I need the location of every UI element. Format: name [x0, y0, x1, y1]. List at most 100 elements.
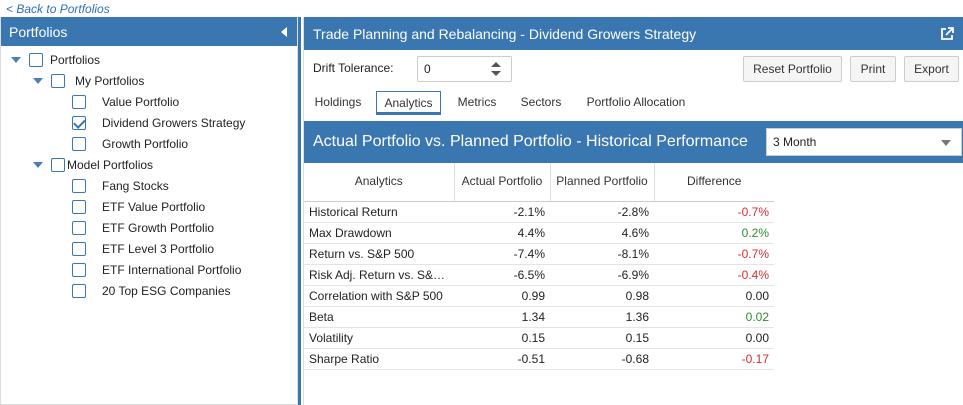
tree-node-value-portfolio[interactable]: Value Portfolio: [72, 91, 179, 112]
actual-value-cell: 0.99: [454, 285, 550, 307]
planned-value-cell: 0.15: [550, 327, 654, 349]
trade-planning-header: Trade Planning and Rebalancing - Dividen…: [304, 17, 963, 50]
tree-label: Model Portfolios: [67, 157, 154, 172]
tree-label: My Portfolios: [75, 73, 145, 88]
tree-checkbox[interactable]: [72, 94, 86, 109]
tree-node-etf-value[interactable]: ETF Value Portfolio: [72, 196, 205, 217]
portfolios-panel-title: Portfolios: [9, 23, 68, 40]
tree-checkbox[interactable]: [72, 199, 86, 214]
tree-node-portfolios[interactable]: Portfolios: [11, 49, 100, 70]
spin-down-icon[interactable]: [491, 71, 501, 76]
actual-value-cell: -2.1%: [454, 201, 550, 223]
tab-bar: Holdings Analytics Metrics Sectors Portf…: [304, 91, 963, 115]
difference-cell: 0.00: [654, 327, 774, 349]
tree-node-etf-international[interactable]: ETF International Portfolio: [72, 259, 241, 280]
chevron-down-icon: [941, 140, 951, 146]
tree-node-model-portfolios[interactable]: Model Portfolios: [33, 154, 153, 175]
column-header[interactable]: Actual Portfolio: [454, 163, 551, 202]
external-link-icon[interactable]: [939, 26, 955, 42]
tree-checkbox[interactable]: [51, 73, 65, 88]
table-row: Beta 1.34 1.36 0.02: [304, 306, 774, 328]
tree-label: ETF Value Portfolio: [102, 199, 206, 214]
section-title: Actual Portfolio vs. Planned Portfolio -…: [313, 133, 748, 150]
difference-cell: -0.17: [654, 348, 774, 370]
planned-value-cell: -2.8%: [550, 201, 654, 223]
period-selected-value: 3 Month: [773, 135, 817, 149]
toolbar: Drift Tolerance: 0 Reset Portfolio Print…: [304, 50, 963, 83]
tree-label: Portfolios: [50, 52, 101, 67]
tab-analytics[interactable]: Analytics: [376, 91, 441, 115]
planned-value-cell: 1.36: [550, 306, 654, 328]
metric-name-cell: Correlation with S&P 500: [304, 285, 454, 307]
panel-splitter[interactable]: [298, 17, 301, 405]
tab-portfolio-allocation[interactable]: Portfolio Allocation: [586, 95, 686, 109]
tree-label: Fang Stocks: [102, 178, 169, 193]
metric-name-cell: Historical Return: [304, 201, 454, 223]
reset-portfolio-button[interactable]: Reset Portfolio: [743, 56, 842, 82]
expand-toggle-icon[interactable]: [33, 161, 43, 168]
tree-node-dividend-growers[interactable]: Dividend Growers Strategy: [72, 112, 245, 133]
tree-checkbox[interactable]: [72, 136, 86, 151]
table-header-row: Analytics Actual Portfolio Planned Portf…: [304, 163, 774, 202]
actual-value-cell: 0.15: [454, 327, 550, 349]
planned-value-cell: 0.98: [550, 285, 654, 307]
tab-holdings[interactable]: Holdings: [314, 95, 362, 109]
print-button[interactable]: Print: [850, 56, 896, 82]
portfolios-panel-header: Portfolios: [1, 17, 297, 46]
back-to-portfolios-link[interactable]: < Back to Portfolios: [6, 2, 110, 16]
trade-planning-title: Trade Planning and Rebalancing - Dividen…: [313, 25, 697, 42]
table-row: Max Drawdown 4.4% 4.6% 0.2%: [304, 222, 774, 244]
tree-checkbox[interactable]: [72, 241, 86, 256]
trade-planning-panel: Trade Planning and Rebalancing - Dividen…: [303, 17, 963, 405]
table-row: Risk Adj. Return vs. S&… -6.5% -6.9% -0.4%: [304, 264, 774, 286]
tree-node-esg-companies[interactable]: 20 Top ESG Companies: [72, 280, 231, 301]
expand-toggle-icon[interactable]: [33, 77, 43, 84]
spinner-arrows-icon[interactable]: [491, 62, 501, 76]
difference-cell: 0.00: [654, 285, 774, 307]
tree-checkbox[interactable]: [72, 178, 86, 193]
column-header[interactable]: Difference: [654, 163, 774, 202]
column-header[interactable]: Planned Portfolio: [550, 163, 655, 202]
section-header: Actual Portfolio vs. Planned Portfolio -…: [304, 121, 963, 163]
table-row: Correlation with S&P 500 0.99 0.98 0.00: [304, 285, 774, 307]
tree-node-growth-portfolio[interactable]: Growth Portfolio: [72, 133, 188, 154]
tab-sectors[interactable]: Sectors: [520, 95, 562, 109]
metric-name-cell: Return vs. S&P 500: [304, 243, 454, 265]
period-select[interactable]: 3 Month: [766, 128, 962, 156]
tree-node-my-portfolios[interactable]: My Portfolios: [33, 70, 144, 91]
drift-tolerance-input[interactable]: 0: [417, 56, 512, 82]
tree-label: Growth Portfolio: [102, 136, 189, 151]
difference-cell: -0.4%: [654, 264, 774, 286]
tree-checkbox[interactable]: [51, 157, 65, 172]
table-row: Sharpe Ratio -0.51 -0.68 -0.17: [304, 348, 774, 370]
tree-label: Dividend Growers Strategy: [102, 115, 246, 130]
metric-name-cell: Volatility: [304, 327, 454, 349]
planned-value-cell: 4.6%: [550, 222, 654, 244]
difference-cell: -0.7%: [654, 243, 774, 265]
tree-checkbox[interactable]: [72, 262, 86, 277]
column-header[interactable]: Analytics: [304, 163, 455, 202]
metric-name-cell: Beta: [304, 306, 454, 328]
expand-toggle-icon[interactable]: [11, 56, 21, 63]
export-button[interactable]: Export: [904, 56, 959, 82]
tree-checkbox[interactable]: [72, 220, 86, 235]
collapse-panel-icon[interactable]: [281, 26, 287, 37]
planned-value-cell: -0.68: [550, 348, 654, 370]
tree-label: ETF Growth Portfolio: [102, 220, 215, 235]
table-row: Volatility 0.15 0.15 0.00: [304, 327, 774, 349]
actual-value-cell: -7.4%: [454, 243, 550, 265]
actual-value-cell: 4.4%: [454, 222, 550, 244]
tree-node-fang-stocks[interactable]: Fang Stocks: [72, 175, 169, 196]
spin-up-icon[interactable]: [491, 62, 501, 67]
difference-cell: -0.7%: [654, 201, 774, 223]
tree-checkbox-checked[interactable]: [72, 115, 86, 130]
tree-node-etf-growth[interactable]: ETF Growth Portfolio: [72, 217, 214, 238]
tree-label: ETF Level 3 Portfolio: [102, 241, 215, 256]
tree-checkbox[interactable]: [29, 52, 43, 67]
planned-value-cell: -8.1%: [550, 243, 654, 265]
tab-metrics[interactable]: Metrics: [457, 95, 497, 109]
metric-name-cell: Sharpe Ratio: [304, 348, 454, 370]
tree-checkbox[interactable]: [72, 283, 86, 298]
planned-value-cell: -6.9%: [550, 264, 654, 286]
tree-node-etf-level3[interactable]: ETF Level 3 Portfolio: [72, 238, 214, 259]
